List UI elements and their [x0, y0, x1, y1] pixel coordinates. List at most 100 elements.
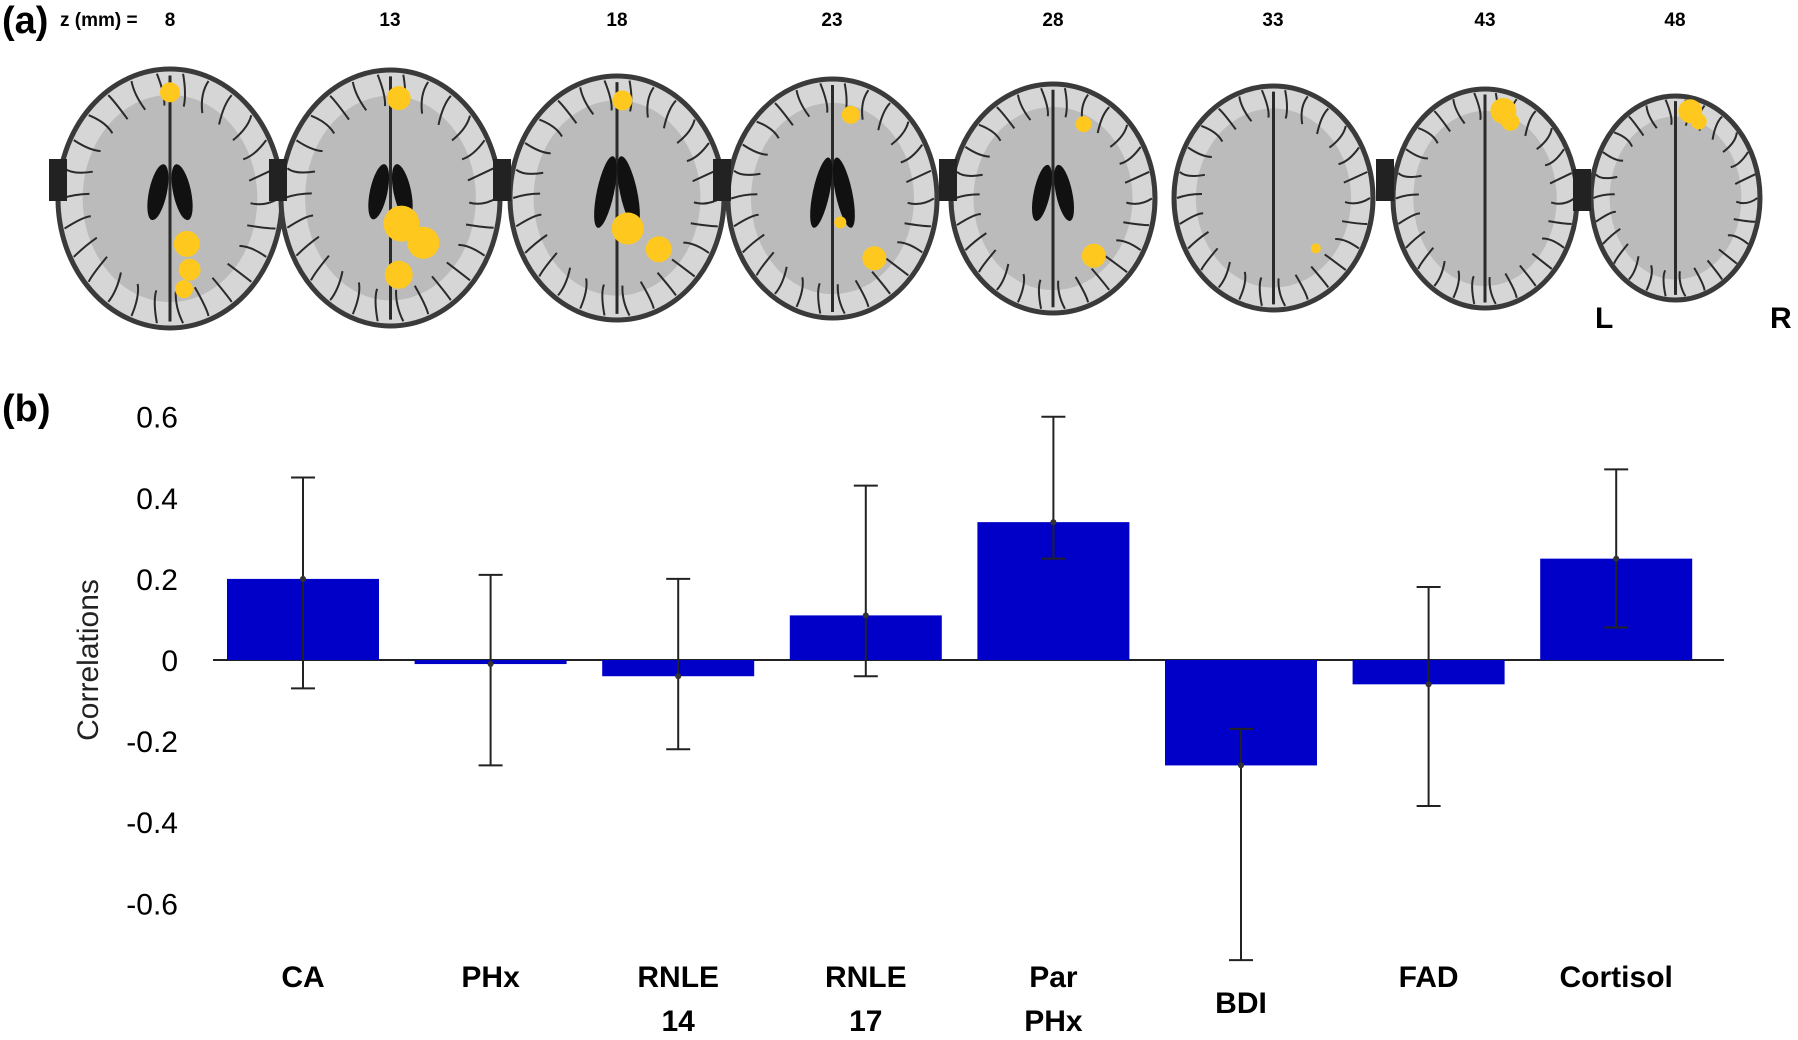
- error-bar-par-phx: [1041, 415, 1066, 560]
- sulcus: [1119, 145, 1142, 165]
- sulcus: [905, 169, 931, 183]
- slice-label-33: 33: [1262, 10, 1284, 31]
- category-label-line: Par: [1029, 961, 1078, 994]
- activation-cluster: [645, 236, 672, 263]
- y-tick-label: 0: [161, 645, 178, 678]
- sulcus: [1096, 105, 1110, 133]
- mean-marker: [1050, 519, 1057, 526]
- sulcus: [795, 89, 810, 117]
- sulcus: [515, 213, 542, 228]
- sulcus: [1334, 237, 1360, 250]
- sulcus: [1337, 146, 1360, 166]
- sulcus: [1592, 193, 1615, 199]
- sulcus: [450, 115, 471, 142]
- sulcus: [295, 235, 320, 257]
- sulcus: [956, 170, 983, 177]
- sulcus: [621, 285, 631, 316]
- sulcus: [1612, 243, 1629, 264]
- sulcus: [662, 99, 677, 129]
- y-axis-label: Correlations: [72, 579, 105, 741]
- sulcus: [876, 101, 891, 130]
- sulcus: [1433, 260, 1446, 287]
- ventricle: [832, 157, 855, 228]
- slice-label-8: 8: [164, 10, 176, 31]
- sulcus: [174, 290, 184, 324]
- sulcus: [773, 266, 788, 295]
- brain-slice-8: [55, 66, 285, 330]
- sulcus: [413, 285, 429, 315]
- sulcus: [903, 221, 931, 227]
- sulcus: [193, 286, 210, 316]
- ventricle: [391, 164, 413, 220]
- slice-label-43: 43: [1474, 10, 1496, 31]
- sulcus: [1433, 109, 1451, 132]
- sulcus: [795, 276, 804, 307]
- error-bars: [291, 415, 1629, 962]
- sulcus: [755, 120, 780, 139]
- sulcus: [286, 167, 315, 174]
- error-bar-bdi: [1229, 727, 1253, 962]
- ventricle: [367, 164, 389, 220]
- sulcus: [1074, 275, 1090, 303]
- sulcus: [1217, 107, 1237, 131]
- sulcus: [1548, 219, 1572, 225]
- sulcus: [733, 213, 759, 227]
- sulcus: [457, 243, 485, 257]
- category-label-fad: FAD: [1399, 961, 1459, 994]
- slice-label-18: 18: [606, 10, 628, 31]
- category-label-line: FAD: [1399, 961, 1459, 994]
- sulcus: [956, 212, 981, 226]
- sulcus: [1601, 151, 1623, 162]
- sulcus: [512, 192, 541, 199]
- mean-marker: [300, 575, 306, 582]
- sulcus: [538, 118, 563, 138]
- slice-joint: [49, 159, 67, 201]
- sulcus: [1237, 271, 1246, 300]
- sulcus: [1644, 105, 1658, 129]
- sulcus: [218, 93, 233, 125]
- sulcus: [130, 283, 140, 316]
- sulcus: [1276, 278, 1286, 307]
- mean-marker: [1238, 762, 1244, 769]
- activation-cluster: [1075, 115, 1092, 132]
- activation-cluster: [1081, 243, 1106, 268]
- sulcus: [1536, 127, 1553, 150]
- category-label-line: BDI: [1215, 987, 1267, 1020]
- sulcus: [73, 236, 98, 258]
- sulcus: [773, 101, 794, 126]
- sulcus: [524, 142, 551, 155]
- sulcus: [211, 276, 233, 302]
- sulcus: [351, 81, 367, 111]
- sulcus: [1735, 197, 1758, 205]
- orientation-right-label: R: [1770, 302, 1792, 335]
- sulcus: [639, 281, 655, 309]
- sulcus: [351, 282, 360, 315]
- sulcus: [1417, 126, 1439, 144]
- sulcus: [200, 79, 210, 113]
- sulcus: [741, 233, 765, 253]
- slice-joint: [1573, 169, 1591, 211]
- sulcus: [732, 169, 761, 176]
- sulcus: [1549, 171, 1573, 184]
- error-bar-rnle-14: [666, 577, 691, 751]
- slice-joint: [269, 159, 287, 201]
- activation-cluster: [160, 81, 180, 102]
- sulcus: [1594, 173, 1617, 180]
- sulcus: [1057, 280, 1066, 309]
- sulcus: [1090, 267, 1111, 291]
- sulcus: [1217, 261, 1231, 289]
- slice-joint: [713, 159, 731, 201]
- category-label-cortisol: Cortisol: [1560, 961, 1673, 994]
- activation-cluster: [833, 215, 846, 228]
- sulcus: [328, 270, 344, 301]
- activation-cluster: [178, 258, 201, 281]
- category-label-rnle-14: RNLE 14: [637, 961, 719, 1038]
- sulcus: [247, 223, 276, 230]
- sulcus: [242, 139, 268, 160]
- sulcus: [420, 81, 429, 114]
- sulcus: [1397, 212, 1421, 225]
- sulcus: [63, 214, 91, 229]
- category-label-line: RNLE: [825, 961, 907, 994]
- sulcus: [1452, 269, 1461, 298]
- sulcus: [1104, 254, 1128, 273]
